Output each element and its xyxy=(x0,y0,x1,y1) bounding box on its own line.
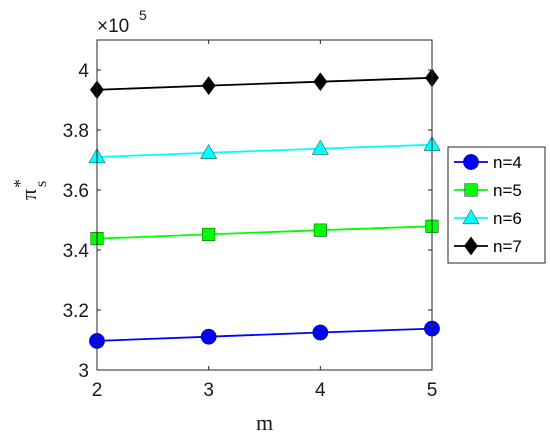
legend-marker xyxy=(463,154,479,170)
data-point xyxy=(313,72,328,92)
y-exponent-label: ×10 xyxy=(97,16,129,37)
series-line xyxy=(96,225,433,240)
y-tick-label: 4 xyxy=(78,61,89,82)
x-tick-label: 2 xyxy=(92,380,103,401)
legend-entry: n=6 xyxy=(454,209,522,228)
legend-label: n=5 xyxy=(493,181,522,200)
x-tick-label: 3 xyxy=(203,380,214,401)
data-point xyxy=(202,227,216,241)
legend: n=4 n=5 n=6 n=7 xyxy=(447,146,546,264)
y-tick-label: 3.8 xyxy=(63,121,89,142)
data-point xyxy=(313,223,327,237)
y-tick-label: 3.6 xyxy=(63,181,89,202)
y-tick-label: 3 xyxy=(78,361,89,382)
series-line xyxy=(96,327,433,342)
legend-entry: n=5 xyxy=(454,181,522,200)
legend-label: n=4 xyxy=(493,153,522,172)
y-axis-label: π * s xyxy=(10,179,50,200)
data-point xyxy=(201,76,216,96)
x-tick-label: 4 xyxy=(315,380,326,401)
legend-entry: n=7 xyxy=(454,236,522,256)
series-n=5 xyxy=(90,219,439,246)
y-axis-label-subscript: s xyxy=(33,181,50,187)
legend-marker xyxy=(462,209,480,225)
x-tick-label: 5 xyxy=(427,380,438,401)
series-layer xyxy=(88,68,441,349)
series-n=7 xyxy=(90,68,439,100)
y-axis-label-symbol: π xyxy=(16,189,41,200)
series-n=4 xyxy=(89,320,440,349)
x-axis-label: m xyxy=(256,410,273,435)
series-line xyxy=(96,76,433,91)
series-line xyxy=(96,143,433,158)
y-tick-label: 3.4 xyxy=(63,241,90,262)
legend-box xyxy=(447,146,546,264)
plot-frame xyxy=(96,39,433,371)
data-point xyxy=(200,143,218,159)
data-point xyxy=(311,139,329,155)
y-exponent-power: 5 xyxy=(139,7,147,23)
legend-label: n=6 xyxy=(493,209,522,228)
data-point xyxy=(200,328,217,345)
ticks-layer: 2 3 4 533.23.43.63.84 xyxy=(63,40,438,401)
y-tick-label: 3.2 xyxy=(63,301,89,322)
series-n=6 xyxy=(88,135,441,164)
legend-label: n=7 xyxy=(493,237,522,256)
legend-entry: n=4 xyxy=(454,153,522,172)
y-axis-label-superscript: * xyxy=(10,179,30,188)
legend-marker xyxy=(464,236,478,256)
data-point xyxy=(312,324,329,341)
legend-marker xyxy=(464,183,478,197)
